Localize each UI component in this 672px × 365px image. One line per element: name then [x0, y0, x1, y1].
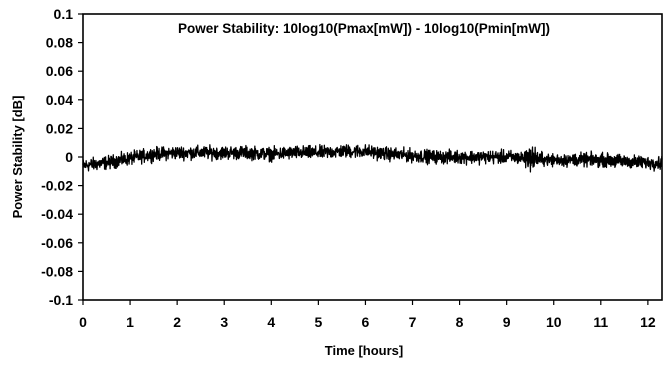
- y-tick-label: -0.1: [49, 292, 73, 308]
- y-axis-label: Power Stability [dB]: [10, 96, 25, 219]
- y-tick-label: -0.08: [41, 263, 73, 279]
- x-axis-ticks: 0 1 2 3 4 5 6 7 8 9 10 11 12: [79, 300, 656, 330]
- y-tick-label: 0: [65, 149, 73, 165]
- chart-annotation: Power Stability: 10log10(Pmax[mW]) - 10l…: [178, 21, 550, 36]
- x-tick-label: 8: [456, 314, 464, 330]
- y-tick-label: 0.02: [46, 120, 73, 136]
- y-tick-label: -0.04: [41, 206, 73, 222]
- y-axis-ticks: 0.1 0.08 0.06 0.04 0.02 0 -0.02 -0.04 -0.06 -0.08…: [41, 6, 83, 308]
- x-tick-label: 5: [314, 314, 322, 330]
- power-stability-series-line: [82, 143, 663, 173]
- y-tick-label: -0.06: [41, 235, 73, 251]
- y-tick-label: 0.1: [54, 6, 74, 22]
- y-tick-label: 0.08: [46, 35, 73, 51]
- x-tick-label: 0: [79, 314, 87, 330]
- x-tick-label: 12: [640, 314, 656, 330]
- series-layer: [82, 143, 663, 173]
- y-tick-label: 0.04: [46, 92, 73, 108]
- x-tick-label: 7: [409, 314, 417, 330]
- x-tick-label: 11: [593, 314, 608, 330]
- x-tick-label: 6: [362, 314, 370, 330]
- x-tick-label: 1: [126, 314, 134, 330]
- x-axis-label: Time [hours]: [325, 343, 404, 358]
- x-tick-label: 2: [173, 314, 181, 330]
- x-tick-label: 4: [267, 314, 275, 330]
- x-tick-label: 3: [220, 314, 228, 330]
- y-tick-label: -0.02: [41, 178, 73, 194]
- x-tick-label: 9: [503, 314, 511, 330]
- x-tick-label: 10: [546, 314, 562, 330]
- y-tick-label: 0.06: [46, 63, 73, 79]
